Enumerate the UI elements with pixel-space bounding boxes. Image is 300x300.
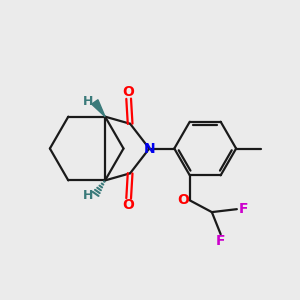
Text: F: F xyxy=(216,234,225,248)
Text: H: H xyxy=(83,95,94,108)
Text: F: F xyxy=(238,202,248,216)
Text: O: O xyxy=(123,198,135,212)
Text: H: H xyxy=(83,189,94,202)
Text: O: O xyxy=(177,193,189,207)
Text: N: N xyxy=(143,142,155,155)
Text: O: O xyxy=(123,85,135,99)
Polygon shape xyxy=(92,100,105,117)
